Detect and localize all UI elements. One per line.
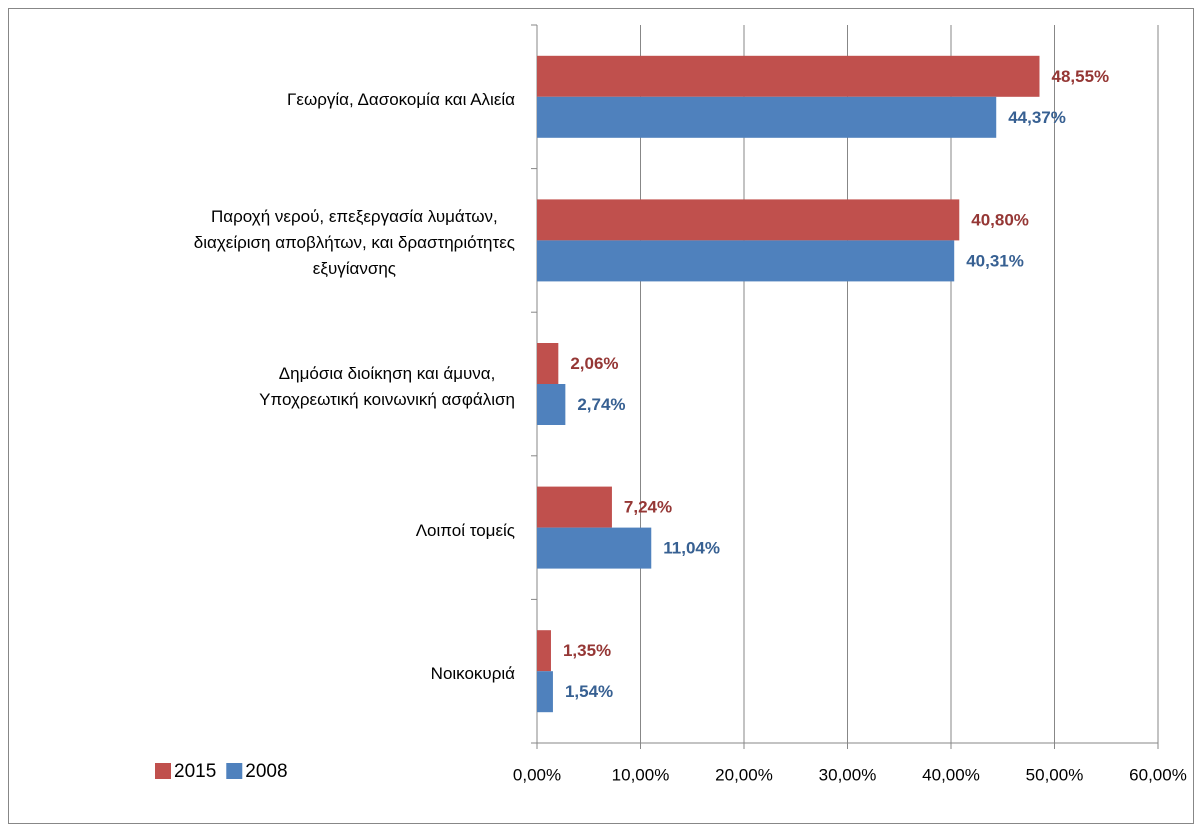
value-label: 7,24% [624,498,672,517]
value-label: 11,04% [663,539,720,558]
x-tick-label: 10,00% [612,765,670,784]
legend-swatch [226,763,243,779]
y-tick-label: Λοιποί τομείς [415,520,515,540]
x-tick-label: 20,00% [715,765,773,784]
value-label: 2,74% [577,395,625,414]
bar [537,199,960,241]
x-tick-label: 60,00% [1129,765,1187,784]
legend-label: 2008 [245,761,287,782]
x-tick-label: 50,00% [1026,765,1084,784]
value-label: 2,06% [570,354,618,373]
bar [537,240,955,282]
legend-swatch [155,763,171,779]
bar [537,343,559,384]
value-label: 40,31% [966,251,1024,270]
bar [537,384,566,425]
bar [537,630,551,672]
legend-label: 2015 [174,761,216,782]
x-tick-label: 0,00% [513,765,561,784]
value-label: 44,37% [1008,108,1066,127]
bar [537,96,997,138]
value-label: 40,80% [971,210,1029,229]
y-tick-label: Νοικοκυριά [430,664,515,684]
value-label: 48,55% [1051,67,1109,86]
y-tick-label: Παροχή νερού, επεξεργασία λυμάτων, διαχε… [193,207,515,279]
bar [537,527,652,569]
bar [537,486,612,528]
chart-border [8,8,1194,824]
bar [537,671,553,713]
y-tick-label: Δημόσια διοίκηση και άμυνα, Υποχρεωτική … [259,364,515,409]
x-tick-label: 30,00% [819,765,877,784]
value-label: 1,35% [563,641,611,660]
bar [537,55,1040,97]
x-tick-label: 40,00% [922,765,980,784]
value-label: 1,54% [565,682,613,701]
y-tick-label: Γεωργία, Δασοκομία και Αλιεία [287,89,515,109]
